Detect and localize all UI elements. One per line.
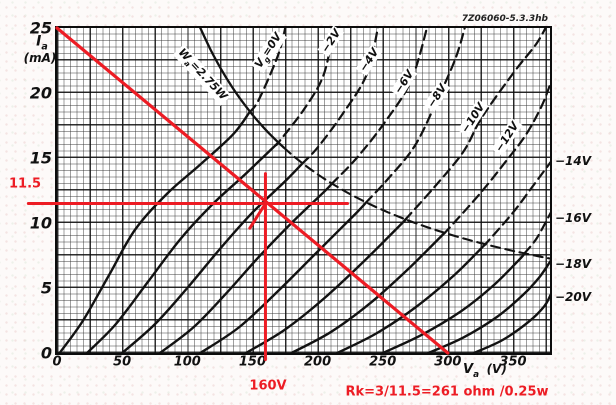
y-tick-25: 25 bbox=[29, 18, 52, 38]
x-axis-symbol: V bbox=[463, 362, 474, 378]
x-axis-unit: (V) bbox=[486, 362, 507, 377]
y-axis-title: Ia bbox=[36, 33, 48, 53]
curve-label-vg-minus18: −18V bbox=[555, 257, 592, 271]
y-tick-10: 10 bbox=[29, 213, 52, 233]
x-tick-100: 100 bbox=[173, 354, 201, 370]
x-tick-50: 50 bbox=[113, 354, 132, 370]
x-axis-title: Va (V) bbox=[463, 362, 507, 380]
x-tick-200: 200 bbox=[303, 354, 332, 370]
y-tick-15: 15 bbox=[29, 148, 52, 168]
cathode-resistor-formula: Rk=3/11.5=261 ohm /0.25w bbox=[345, 384, 549, 400]
sheet-code: 7Z06060-5.3.3hb bbox=[461, 14, 548, 24]
x-tick-250: 250 bbox=[369, 354, 397, 370]
y-tick-20: 20 bbox=[29, 83, 52, 103]
curve-label-vg-minus14: −14V bbox=[555, 154, 592, 168]
graph-paper-grid bbox=[57, 28, 550, 353]
y-axis-symbol: I bbox=[36, 33, 42, 50]
x-tick-150: 150 bbox=[238, 354, 266, 370]
x-tick-0: 0 bbox=[52, 354, 62, 370]
x-tick-350: 350 bbox=[499, 354, 527, 370]
bias-current-label: 11.5 bbox=[9, 176, 42, 192]
x-tick-300: 300 bbox=[434, 354, 462, 370]
curve-label-vg-minus20: −20V bbox=[555, 290, 592, 304]
y-axis-unit: (mA) bbox=[23, 51, 57, 65]
anode-voltage-label: 160V bbox=[249, 378, 287, 394]
y-tick-5: 5 bbox=[40, 278, 52, 298]
y-tick-0: 0 bbox=[40, 343, 52, 363]
curve-label-vg-minus16: −16V bbox=[555, 211, 592, 225]
